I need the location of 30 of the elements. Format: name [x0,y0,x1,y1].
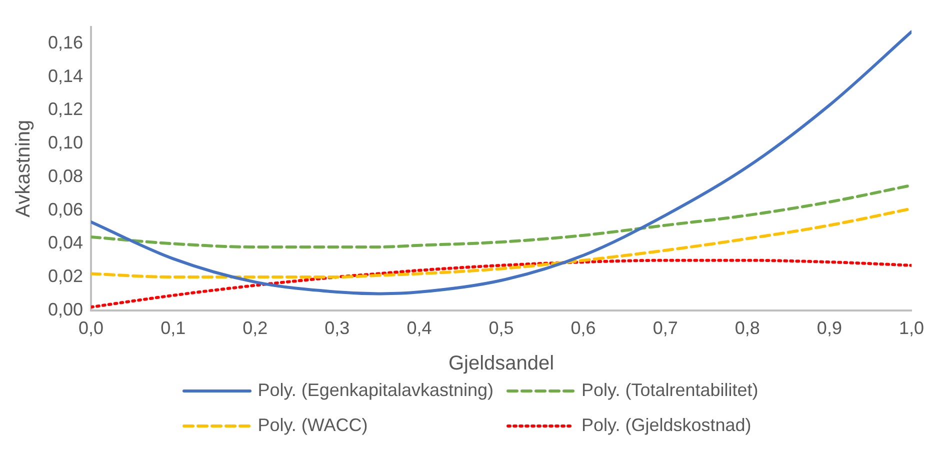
x-tick-label: 0,7 [652,318,678,338]
y-tick-label: 0,00 [48,299,84,320]
y-tick-label: 0,06 [48,199,84,220]
y-tick-label: 0,14 [48,66,84,86]
line-series [91,184,912,249]
x-axis-title: Gjeldsandel [448,352,554,375]
y-axis-title: Avkastning [12,120,35,218]
y-tick-label: 0,04 [48,232,84,253]
y-tick-label: 0,12 [48,99,84,120]
x-tick-label: 0,3 [324,318,350,338]
x-tick-label: 0,4 [406,318,432,338]
line-series [91,258,912,309]
y-tick-label: 0,02 [48,266,84,286]
legend-label: Poly. (Egenkapitalavkastning) [258,380,494,401]
x-tick-label: 0,0 [78,318,104,338]
x-tick-label: 0,6 [570,318,596,338]
legend-label: Poly. (WACC) [258,415,368,436]
legend-label: Poly. (Totalrentabilitet) [582,380,758,401]
x-tick-label: 0,1 [160,318,186,338]
y-tick-label: 0,10 [48,132,84,153]
x-tick-label: 0,9 [816,318,842,338]
x-tick-label: 0,5 [488,318,514,338]
x-tick-label: 1,0 [898,318,924,338]
line-series [91,30,912,296]
line-series [91,207,912,279]
y-tick-label: 0,16 [48,32,84,52]
x-tick-label: 0,2 [242,318,268,338]
x-tick-label: 0,8 [734,318,760,338]
legend-label: Poly. (Gjeldskostnad) [582,415,752,436]
y-tick-label: 0,08 [48,166,84,186]
